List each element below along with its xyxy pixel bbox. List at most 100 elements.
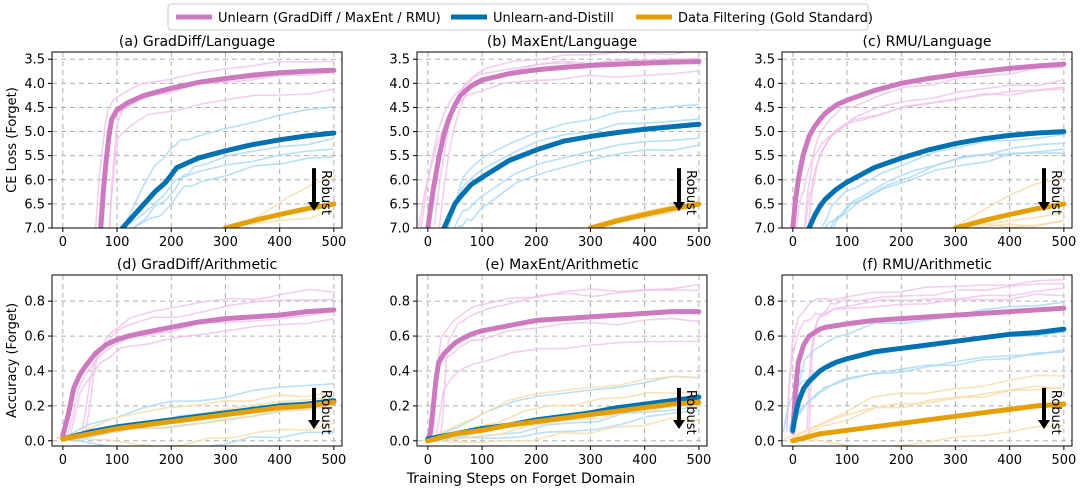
axes-frame [51,274,343,447]
run-line-distill [134,137,335,228]
panel-4: 0 100 200 300 400 500 0.0 0.2 0.4 0.6 0.8 (e) MaxEn… [389,257,711,468]
series-line-distill [806,129,1067,228]
x-tick-label: 0 [789,235,797,250]
panel-0: 0 100 200 300 400 500 3.5 4.0 4.5 5.0 5.5 6.0 6.5 7.0… [5,34,346,250]
run-line-distill [120,148,334,228]
robust-label: Robust [683,390,698,435]
y-tick-label: 5.0 [24,125,45,140]
y-tick-label: 4.0 [389,77,410,92]
x-tick-label: 200 [159,235,184,250]
run-line-filter [56,390,334,439]
panel-title: (b) MaxEnt/Language [487,34,637,50]
y-tick-label: 0.8 [24,295,45,310]
run-line-distill [440,409,701,442]
series-line-distill [441,121,702,228]
y-tick-label: 0.4 [389,364,410,379]
y-tick-label: 0.6 [389,330,410,345]
run-line-distill [793,301,1065,430]
x-tick-label: 300 [578,453,603,468]
x-tick-label: 100 [470,453,495,468]
run-line-filter [794,386,1065,441]
y-tick-label: 3.5 [24,53,45,68]
x-axis-label: Training Steps on Forget Domain [406,471,636,487]
x-tick-label: 100 [105,235,130,250]
y-tick-label: 0.6 [24,330,45,345]
run-line-unlearn [785,293,1064,431]
x-tick-label: 300 [943,235,968,250]
robust-label: Robust [1048,390,1063,435]
y-tick-label: 6.5 [24,197,45,212]
y-tick-label: 3.5 [754,53,775,68]
run-line-distill [131,156,335,228]
y-tick-label: 6.5 [389,197,410,212]
plot-area [94,60,337,234]
x-tick-label: 500 [1051,235,1076,250]
x-tick-label: 0 [424,235,432,250]
legend-frame [167,3,869,31]
series-line-unlearn [60,307,337,438]
run-line-distill [453,137,700,228]
robust-label: Robust [318,170,333,215]
run-line-unlearn [418,70,699,226]
run-line-distill [61,382,334,439]
series-line-unlearn [425,309,702,444]
x-tick-label: 400 [267,235,292,250]
run-line-unlearn [94,60,334,228]
panel-title: (f) RMU/Arithmetic [862,257,992,273]
y-tick-label: 4.5 [389,101,410,116]
y-axis-label: Accuracy (Forget) [5,303,20,418]
panel-title: (d) GradDiff/Arithmetic [117,257,277,273]
run-line-distill [788,351,1064,432]
x-tick-label: 500 [321,453,346,468]
y-tick-label: 4.5 [24,101,45,116]
y-tick-label: 0.8 [389,295,410,310]
panel-title: (e) MaxEnt/Arithmetic [485,257,639,273]
robust-arrow-head [1038,420,1050,429]
robust-label: Robust [683,170,698,215]
legend: Unlearn (GradDiff / MaxEnt / RMU) Unlear… [167,3,873,31]
run-line-filter [425,375,699,441]
run-line-filter [788,374,1064,441]
y-tick-label: 4.5 [754,101,775,116]
panel-1: 0 100 200 300 400 500 3.5 4.0 4.5 5.0 5.5 6.0 6.5 7.0… [389,34,711,250]
robust-label: Robust [318,390,333,435]
y-tick-label: 4.0 [754,77,775,92]
x-tick-label: 400 [632,235,657,250]
series-line-filter [425,399,702,444]
y-tick-label: 5.0 [389,125,410,140]
x-tick-label: 500 [1051,453,1076,468]
run-line-filter [791,424,1064,446]
y-tick-label: 7.0 [24,222,45,237]
y-tick-label: 0.6 [754,330,775,345]
run-line-filter [448,403,701,441]
run-line-unlearn [433,52,690,226]
panel-2: 0 100 200 300 400 500 3.5 4.0 4.5 5.0 5.5 6.0 6.5 7.0… [754,34,1076,250]
run-line-unlearn [439,289,700,440]
series-line-distill [120,130,337,228]
y-tick-label: 0.2 [754,399,775,414]
y-tick-label: 5.5 [754,149,775,164]
run-line-unlearn [432,340,700,443]
y-tick-label: 0.4 [754,364,775,379]
plot-area [56,288,337,446]
run-line-filter [218,230,333,234]
run-line-filter [447,390,701,442]
axes-frame [416,274,708,447]
run-line-unlearn [785,278,1064,433]
run-line-unlearn [80,298,335,437]
series-line-distill [790,326,1067,433]
run-line-filter [423,417,699,444]
plot-area [418,52,702,228]
panel-5: 0 100 200 300 400 500 0.0 0.2 0.4 0.6 0.8 (f) RMU/A… [754,257,1076,468]
x-tick-label: 300 [213,235,238,250]
x-tick-label: 300 [578,235,603,250]
run-line-filter [233,208,336,227]
y-tick-label: 0.0 [754,434,775,449]
x-tick-label: 200 [524,235,549,250]
run-line-unlearn [808,282,1065,435]
series-line-unlearn [790,305,1067,435]
series-line-unlearn [790,61,1067,228]
y-tick-label: 6.0 [24,173,45,188]
y-tick-label: 5.0 [754,125,775,140]
robust-arrow-head [1038,202,1050,211]
